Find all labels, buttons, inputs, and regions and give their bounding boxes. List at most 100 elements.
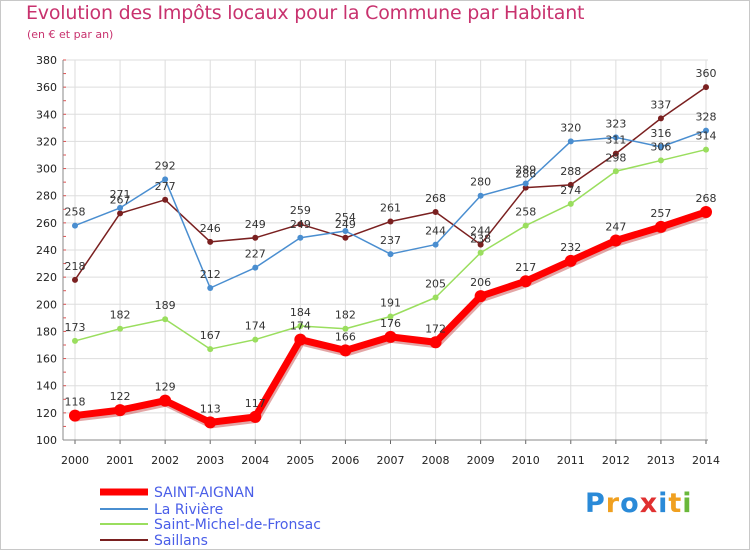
data-label: 218 — [65, 260, 86, 273]
data-point — [252, 234, 259, 241]
x-tick-label: 2000 — [61, 454, 89, 467]
data-label: 267 — [110, 193, 131, 206]
data-point — [657, 115, 664, 122]
data-label: 258 — [515, 206, 536, 219]
data-label: 259 — [290, 204, 311, 217]
data-point — [297, 221, 304, 228]
data-point — [252, 336, 259, 343]
data-point — [703, 84, 709, 91]
data-label: 246 — [200, 222, 221, 235]
data-label: 288 — [560, 165, 581, 178]
data-point — [477, 192, 484, 199]
chart-subtitle: (en € et par an) — [27, 28, 114, 41]
x-tick-label: 2011 — [557, 454, 585, 467]
x-tick-label: 2002 — [151, 454, 179, 467]
data-label: 227 — [245, 248, 266, 261]
data-point — [342, 325, 349, 332]
data-label: 174 — [290, 320, 311, 333]
data-point — [207, 238, 214, 245]
data-label: 277 — [155, 180, 176, 193]
data-point — [564, 254, 577, 267]
data-label: 306 — [650, 140, 671, 153]
x-tick-label: 2009 — [467, 454, 495, 467]
data-label: 289 — [515, 164, 536, 177]
x-axis-ticks: 2000 2001 2002 2003 2004 2005 2006 2007 2008 2009… — [61, 454, 720, 467]
data-label: 244 — [425, 225, 446, 238]
data-point — [72, 222, 78, 229]
x-tick-label: 2013 — [647, 454, 675, 467]
x-tick-label: 2005 — [286, 454, 314, 467]
data-point — [294, 333, 307, 346]
logo-letter: t — [668, 488, 683, 519]
data-point — [612, 168, 619, 175]
data-label: 280 — [470, 176, 491, 189]
grid-lines — [63, 59, 708, 441]
x-tick-label: 2003 — [196, 454, 224, 467]
data-label: 249 — [290, 218, 311, 231]
data-label: 328 — [696, 111, 717, 124]
x-tick-label: 2001 — [106, 454, 134, 467]
logo-letter: i — [658, 488, 669, 519]
data-label: 191 — [380, 297, 401, 310]
x-tick-label: 2006 — [331, 454, 359, 467]
logo-letter: P — [585, 488, 606, 519]
data-point — [567, 200, 574, 207]
data-label: 271 — [110, 188, 131, 201]
data-labels: 118 122 129 113 117 174 166 176 172 206 217 232 247 2… — [65, 67, 717, 415]
x-tick-label: 2004 — [241, 454, 269, 467]
data-label: 257 — [650, 207, 671, 220]
data-point — [429, 336, 442, 349]
data-point — [609, 234, 622, 247]
data-point — [72, 276, 78, 283]
data-point — [162, 196, 169, 203]
y-tick-label: 300 — [36, 163, 57, 176]
x-tick-label: 2008 — [422, 454, 450, 467]
data-label: 232 — [560, 241, 581, 254]
data-label: 247 — [605, 221, 626, 234]
logo-letter: x — [639, 488, 659, 519]
data-point — [72, 337, 78, 344]
data-point — [117, 210, 124, 217]
legend-label: Saint-Michel-de-Fronsac — [154, 517, 321, 533]
data-label: 113 — [200, 402, 221, 415]
data-point — [207, 285, 214, 291]
data-point — [387, 313, 394, 320]
legend-label: SAINT-AIGNAN — [154, 485, 254, 501]
data-point — [204, 416, 217, 429]
data-label: 167 — [200, 329, 221, 342]
data-label: 129 — [155, 381, 176, 394]
data-point — [162, 316, 169, 323]
data-point — [612, 150, 619, 157]
data-label: 311 — [605, 134, 626, 147]
data-point — [703, 146, 709, 153]
data-label: 298 — [605, 151, 626, 164]
x-tick-label: 2014 — [692, 454, 720, 467]
legend-label: Saillans — [154, 533, 208, 549]
data-point — [339, 344, 352, 357]
data-label: 292 — [155, 159, 176, 172]
proxiti-logo: Proxiti — [585, 488, 693, 519]
y-tick-label: 220 — [36, 271, 57, 284]
y-axis-ticks: 100 120 140 160 180 200 220 240 260 280 300 320 340 3… — [36, 54, 57, 447]
data-label: 360 — [696, 67, 717, 80]
data-point — [612, 134, 619, 141]
data-point — [519, 275, 532, 288]
data-point — [654, 220, 667, 233]
data-label: 249 — [245, 218, 266, 231]
data-point — [114, 404, 127, 417]
data-point — [657, 143, 664, 150]
data-point — [432, 294, 439, 301]
x-tick-label: 2007 — [377, 454, 405, 467]
data-label: 254 — [335, 211, 356, 224]
logo-letter: o — [620, 488, 640, 519]
data-label: 249 — [335, 218, 356, 231]
data-label: 261 — [380, 202, 401, 215]
data-point — [117, 325, 124, 332]
y-tick-label: 240 — [36, 244, 57, 257]
data-label: 212 — [200, 268, 221, 281]
data-label: 182 — [335, 309, 356, 322]
data-label: 316 — [650, 127, 671, 140]
data-label: 184 — [290, 306, 311, 319]
